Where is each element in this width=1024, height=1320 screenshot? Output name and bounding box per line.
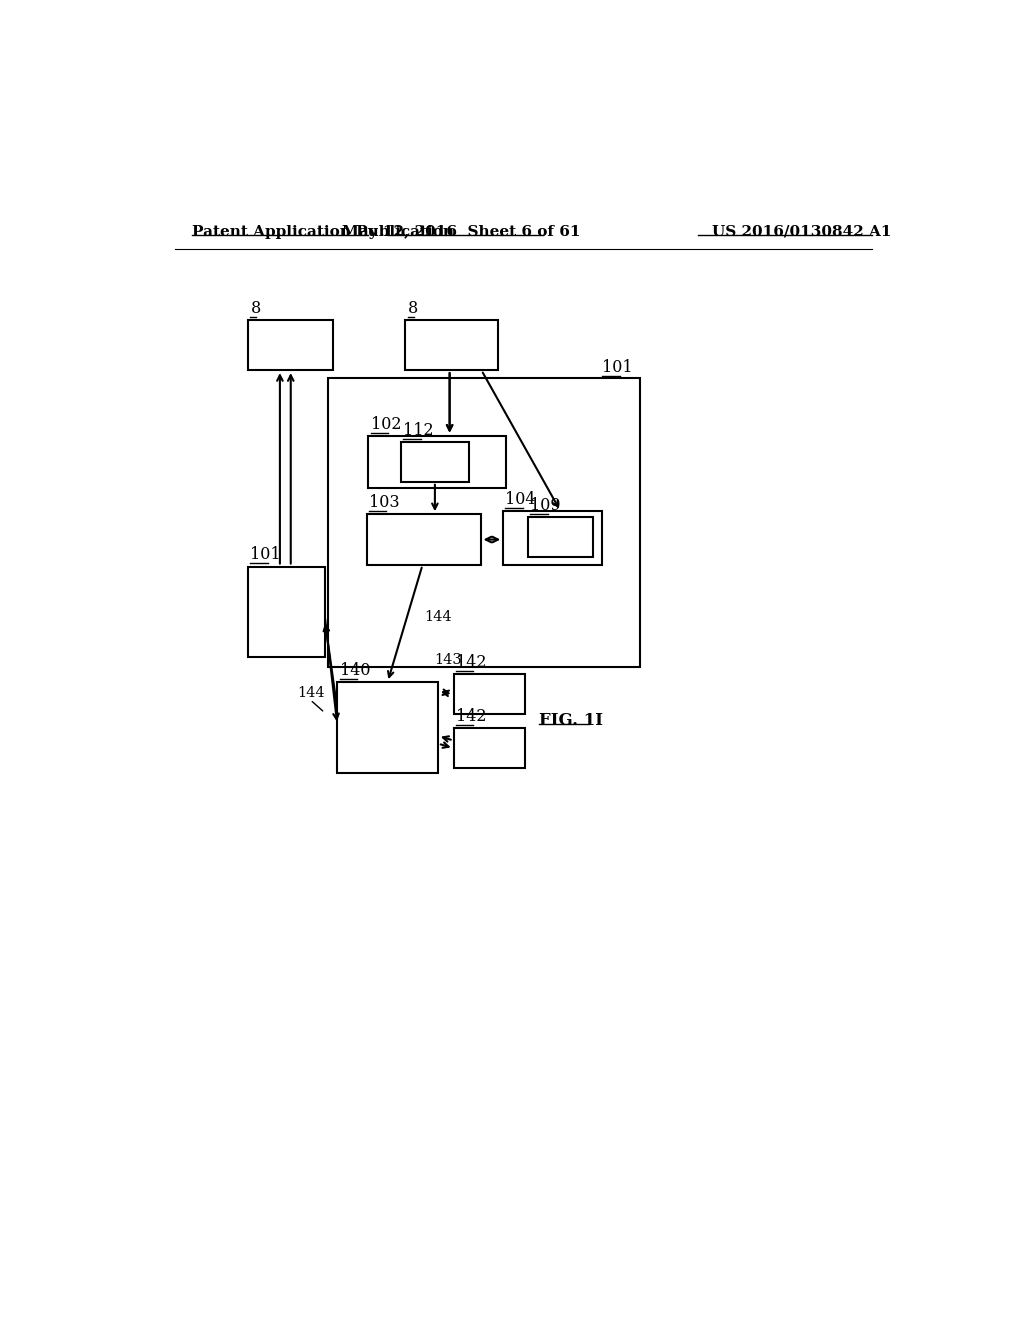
Text: 140: 140 <box>340 661 370 678</box>
Bar <box>406 321 499 370</box>
Bar <box>528 517 593 557</box>
Bar <box>454 729 524 768</box>
Text: 8: 8 <box>251 300 261 317</box>
Text: 102: 102 <box>371 416 401 433</box>
Text: 101: 101 <box>602 359 633 376</box>
Bar <box>369 436 506 488</box>
Text: 142: 142 <box>456 708 486 725</box>
Text: 143: 143 <box>434 652 462 667</box>
Text: 104: 104 <box>506 491 536 508</box>
Text: Patent Application Publication: Patent Application Publication <box>191 224 454 239</box>
Text: 144: 144 <box>424 610 452 624</box>
Text: 142: 142 <box>456 655 486 671</box>
Bar <box>248 321 334 370</box>
Bar <box>337 682 438 774</box>
Bar <box>400 442 469 482</box>
Text: May 12, 2016  Sheet 6 of 61: May 12, 2016 Sheet 6 of 61 <box>342 224 581 239</box>
Text: 112: 112 <box>403 421 434 438</box>
Text: 144: 144 <box>297 685 325 700</box>
Text: FIG. 1I: FIG. 1I <box>539 711 603 729</box>
Text: 109: 109 <box>530 498 561 515</box>
Text: 8: 8 <box>408 300 418 317</box>
Text: 101: 101 <box>251 546 281 564</box>
Text: 103: 103 <box>369 494 399 511</box>
Bar <box>328 378 640 667</box>
Text: US 2016/0130842 A1: US 2016/0130842 A1 <box>713 224 892 239</box>
Bar <box>248 566 325 657</box>
Bar <box>454 675 524 714</box>
Bar <box>503 511 602 565</box>
Bar <box>367 515 480 565</box>
